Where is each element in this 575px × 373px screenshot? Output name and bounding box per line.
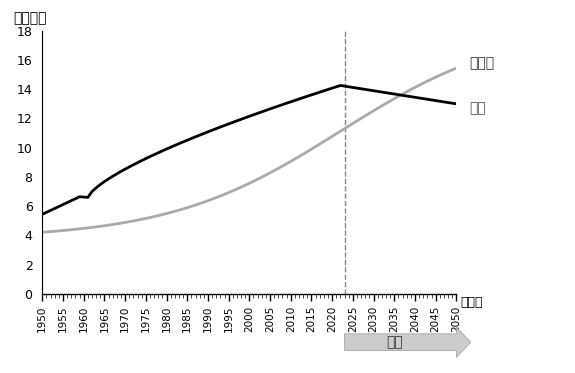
Text: インド: インド [469,57,494,71]
Text: （億人）: （億人） [13,12,47,26]
Text: （年）: （年） [461,297,483,309]
Text: 中国: 中国 [469,101,485,115]
Text: 予測: 予測 [386,335,403,349]
